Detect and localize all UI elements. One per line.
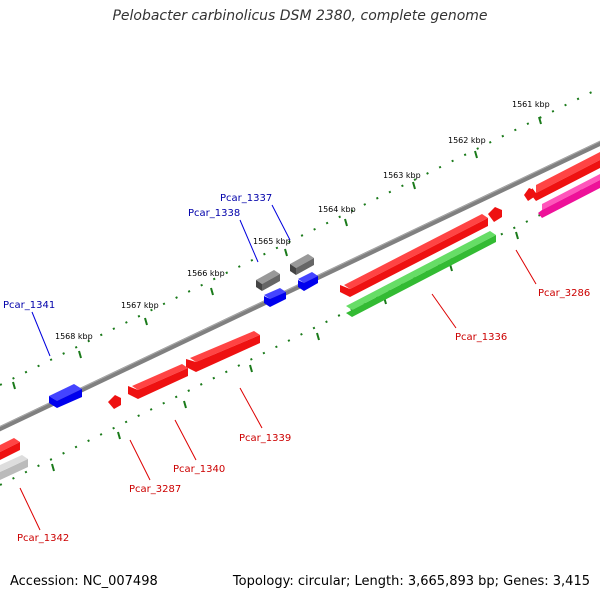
gene-pcar-1340[interactable] [128,364,188,399]
kbp-label-1565: 1565 kbp [253,237,291,246]
gene-pcar-1342[interactable] [0,438,20,460]
kbp-label-1564: 1564 kbp [318,205,356,214]
kbp-label-1562: 1562 kbp [448,136,486,145]
gene-small-red-2[interactable] [488,207,502,222]
gene-label-pcar-1341[interactable]: Pcar_1341 [3,300,55,311]
upper-major-ticks [12,116,542,390]
gene-pcar-3286-magenta[interactable] [538,174,600,218]
gene-pcar-1337[interactable] [290,254,314,275]
gene-label-pcar-3287[interactable]: Pcar_3287 [129,484,181,495]
gene-pcar-1336-green[interactable] [346,231,496,317]
kbp-label-1563: 1563 kbp [383,171,421,180]
accession-label: Accession: NC_007498 [10,574,158,589]
gene-label-pcar-1340[interactable]: Pcar_1340 [173,464,225,475]
kbp-label-1566: 1566 kbp [187,269,225,278]
page-title: Pelobacter carbinolicus DSM 2380, comple… [112,8,488,24]
gene-label-pcar-3286[interactable]: Pcar_3286 [538,288,590,299]
gene-pcar-1336[interactable] [340,214,488,297]
gene-label-pcar-1336[interactable]: Pcar_1336 [455,332,507,343]
label-leaders-forward [31,204,291,357]
gene-small-red-1[interactable] [524,188,534,201]
kbp-label-1561: 1561 kbp [512,100,550,109]
gene-label-pcar-1342[interactable]: Pcar_1342 [17,533,69,544]
kbp-label-1568: 1568 kbp [55,332,93,341]
gene-label-pcar-1338[interactable]: Pcar_1338 [188,208,240,219]
gene-lightgray[interactable] [0,455,28,480]
gene-pcar-1338b[interactable] [264,288,286,307]
kbp-label-1567: 1567 kbp [121,301,159,310]
label-leaders-reverse [19,249,537,531]
gene-pcar-1338[interactable] [298,272,318,291]
genome-stats-label: Topology: circular; Length: 3,665,893 bp… [232,574,590,589]
lower-major-ticks [51,187,583,472]
gene-pcar-3287[interactable] [108,395,121,409]
gene-pcar-1339[interactable] [186,331,260,372]
gene-label-pcar-1339[interactable]: Pcar_1339 [239,433,291,444]
gene-pcar-3286[interactable] [532,152,600,201]
gene-pcar-1341[interactable] [49,384,82,408]
gene-label-pcar-1337[interactable]: Pcar_1337 [220,193,272,204]
gene-pcar-1337b[interactable] [256,270,280,291]
